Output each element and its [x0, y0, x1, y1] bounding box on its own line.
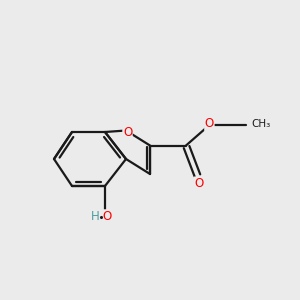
Text: O: O: [123, 126, 132, 140]
Text: O: O: [194, 177, 203, 190]
Text: CH₃: CH₃: [251, 119, 271, 129]
Text: H: H: [91, 209, 100, 223]
Text: O: O: [103, 209, 112, 223]
Text: O: O: [205, 117, 214, 130]
